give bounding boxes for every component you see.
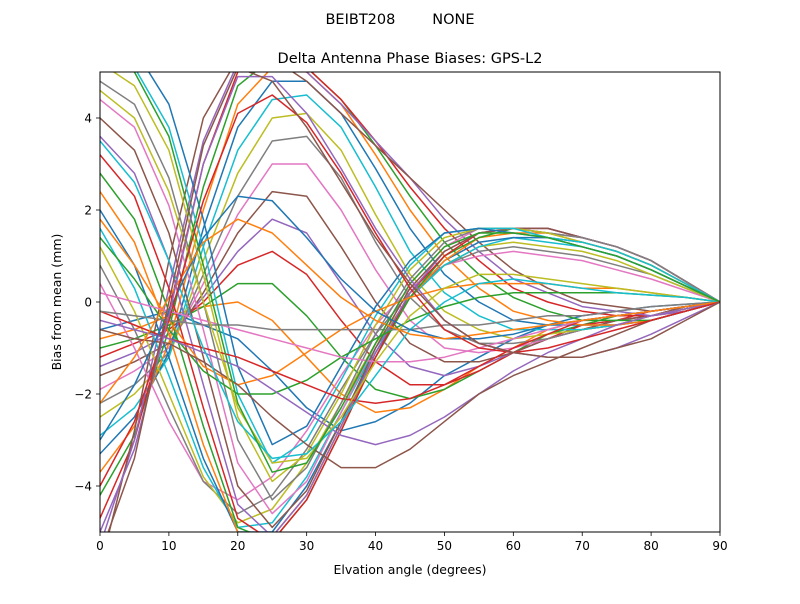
x-tick-label-40: 40 (368, 539, 383, 553)
series-line-42 (100, 218, 720, 404)
series-line-46 (107, 72, 720, 532)
x-tick-label-0: 0 (96, 539, 104, 553)
series-line-13 (100, 72, 720, 496)
x-tick-label-20: 20 (230, 539, 245, 553)
series-line-30 (136, 72, 720, 464)
y-tick-label-0: 0 (84, 296, 92, 310)
y-tick-label-4: 4 (84, 112, 92, 126)
series-line-35 (100, 301, 720, 446)
y-tick-label--4: −4 (74, 480, 92, 494)
x-tick-label-30: 30 (299, 539, 314, 553)
y-tick-label-2: 2 (84, 204, 92, 218)
x-tick-label-80: 80 (643, 539, 658, 553)
x-tick-label-70: 70 (575, 539, 590, 553)
x-tick-label-90: 90 (712, 539, 727, 553)
x-tick-label-10: 10 (161, 539, 176, 553)
y-axis: −4 −2 0 2 4 (74, 112, 100, 494)
chart-title: Delta Antenna Phase Biases: GPS-L2 (278, 51, 543, 67)
y-tick-label--2: −2 (74, 388, 92, 402)
x-axis: 0 10 20 30 40 50 60 70 80 90 (96, 532, 728, 553)
x-axis-label: Elvation angle (degrees) (333, 562, 486, 577)
series-line-22 (100, 191, 720, 532)
series-line-3 (100, 282, 720, 400)
series-line-16 (108, 72, 720, 532)
y-axis-label: Bias from mean (mm) (49, 234, 64, 371)
series-line-36 (100, 301, 720, 469)
x-tick-label-50: 50 (437, 539, 452, 553)
x-tick-label-60: 60 (506, 539, 521, 553)
series-layer (100, 72, 720, 532)
figure-suptitle: BEIBT208 NONE (325, 12, 474, 28)
series-line-39 (100, 89, 720, 464)
series-line-44 (100, 94, 720, 487)
